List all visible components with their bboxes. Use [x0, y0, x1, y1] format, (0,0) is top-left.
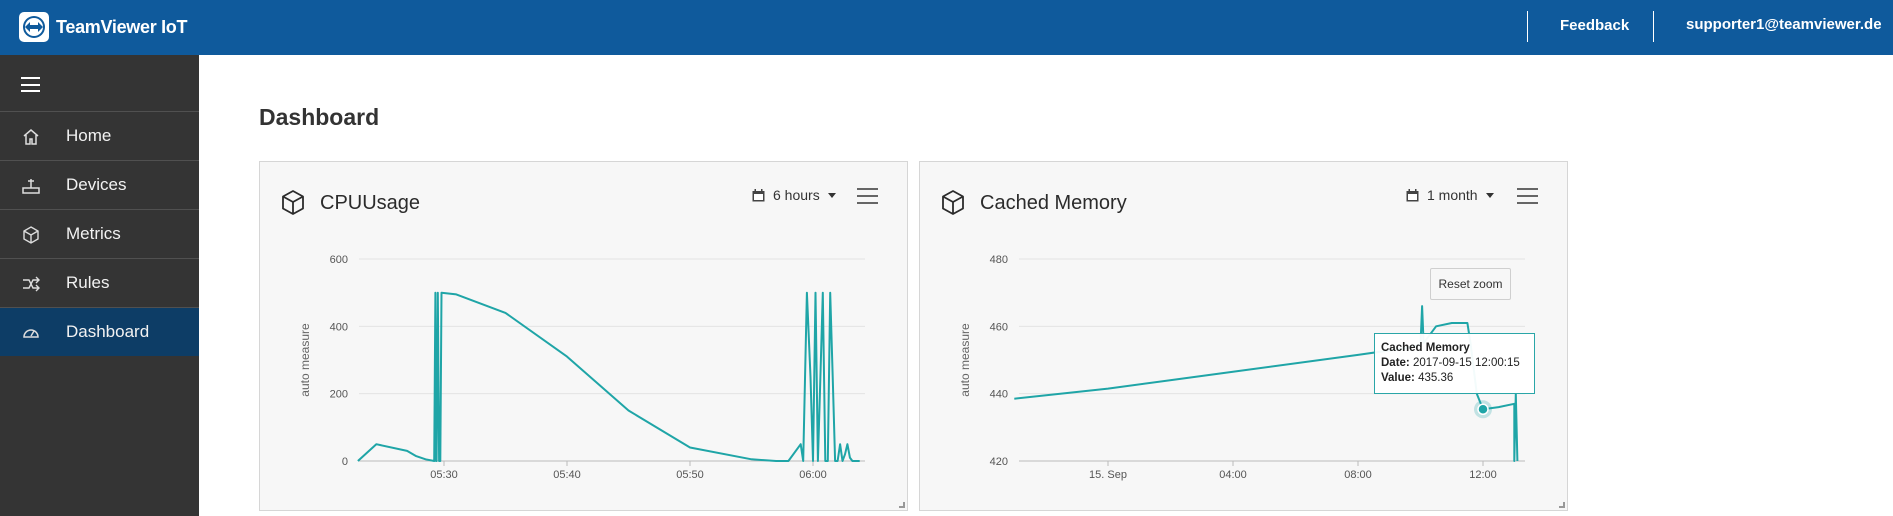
tooltip-date: 2017-09-15 12:00:15 [1412, 357, 1520, 369]
calendar-icon [752, 188, 765, 201]
home-icon [23, 129, 39, 145]
chart-tooltip: Cached Memory Date: 2017-09-15 12:00:15 … [1374, 333, 1535, 394]
sidebar-item-label: Devices [66, 175, 127, 194]
y-axis-label: auto measure [958, 323, 972, 397]
dashboard-icon [23, 329, 39, 338]
sidebar: Home Devices Metrics Rules Dashboard [0, 55, 199, 516]
sidebar-item-label: Home [66, 126, 112, 145]
y-tick-label: 460 [990, 321, 1008, 333]
x-tick-label: 06:00 [799, 469, 827, 481]
widget-cpu-usage: CPUUsage 6 hours 0 200 400 600 05:30 05:40 05:… [259, 161, 908, 511]
time-range-dropdown[interactable]: 6 hours [752, 187, 836, 203]
y-tick-label: 480 [990, 254, 1008, 266]
widget-menu-icon[interactable] [857, 188, 878, 204]
sidebar-item-devices[interactable]: Devices [0, 160, 199, 209]
x-tick-label: 05:40 [553, 469, 581, 481]
y-tick-label: 440 [990, 389, 1008, 401]
time-range-value: 6 hours [773, 187, 820, 203]
y-tick-label: 400 [330, 321, 348, 333]
sidebar-item-metrics[interactable]: Metrics [0, 209, 199, 258]
tooltip-value-label: Value: [1381, 372, 1415, 384]
sidebar-item-dashboard[interactable]: Dashboard [0, 307, 199, 356]
x-tick-label: 05:30 [430, 469, 458, 481]
cached-memory-chart[interactable]: 420 440 460 480 15. Sep 04:00 08:00 12:00 auto m… [920, 162, 1569, 512]
rules-icon [23, 276, 40, 292]
sidebar-item-label: Metrics [66, 224, 121, 243]
time-range-dropdown[interactable]: 1 month [1406, 187, 1494, 203]
cpu-chart[interactable]: 0 200 400 600 05:30 05:40 05:50 06:00 auto measu… [260, 162, 909, 512]
tooltip-value: 435.36 [1418, 372, 1454, 384]
widget-title: CPUUsage [320, 192, 421, 214]
tooltip-series: Cached Memory [1381, 342, 1470, 354]
resize-handle-icon[interactable] [899, 502, 905, 508]
series-line [357, 291, 860, 462]
x-tick-label: 08:00 [1344, 469, 1372, 481]
sidebar-item-home[interactable]: Home [0, 111, 199, 160]
x-tick-label: 05:50 [676, 469, 704, 481]
device-icon [22, 179, 40, 194]
widget-cached-memory: Cached Memory 1 month 420 440 460 480 15. Se… [919, 161, 1568, 511]
page-title: Dashboard [259, 104, 380, 130]
time-range-value: 1 month [1427, 187, 1478, 203]
x-tick-label: 04:00 [1219, 469, 1247, 481]
y-tick-label: 600 [330, 254, 348, 266]
user-email: supporter1@teamviewer.de [1686, 16, 1882, 33]
y-tick-label: 0 [342, 456, 348, 468]
chevron-down-icon [1485, 192, 1494, 198]
divider [1527, 11, 1528, 42]
y-tick-label: 200 [330, 389, 348, 401]
reset-zoom-button[interactable]: Reset zoom [1430, 268, 1511, 300]
tooltip-date-label: Date: [1381, 357, 1410, 369]
hover-point [1477, 403, 1489, 416]
series-line [1014, 305, 1519, 462]
cube-icon [23, 226, 39, 244]
brand-name: TeamViewer IoT [56, 16, 188, 37]
calendar-icon [1406, 188, 1419, 201]
top-bar: TeamViewer IoT Feedback supporter1@teamv… [0, 0, 1893, 55]
cube-icon [282, 190, 304, 215]
logo[interactable]: TeamViewer IoT [19, 12, 187, 42]
widget-menu-icon[interactable] [1517, 188, 1538, 204]
sidebar-item-rules[interactable]: Rules [0, 258, 199, 307]
teamviewer-logo-icon [19, 12, 49, 42]
feedback-link[interactable]: Feedback [1560, 17, 1630, 34]
user-menu[interactable]: supporter1@teamviewer.de [1686, 16, 1893, 33]
y-tick-label: 420 [990, 456, 1008, 468]
cube-icon [942, 190, 964, 215]
y-axis-label: auto measure [298, 323, 312, 397]
menu-toggle-icon[interactable] [21, 77, 40, 92]
x-tick-label: 15. Sep [1089, 469, 1127, 481]
sidebar-item-label: Dashboard [66, 322, 150, 341]
chevron-down-icon [827, 192, 836, 198]
resize-handle-icon[interactable] [1559, 502, 1565, 508]
x-tick-label: 12:00 [1469, 469, 1497, 481]
sidebar-item-label: Rules [66, 273, 110, 292]
divider [1653, 11, 1654, 42]
widget-title: Cached Memory [980, 192, 1127, 214]
